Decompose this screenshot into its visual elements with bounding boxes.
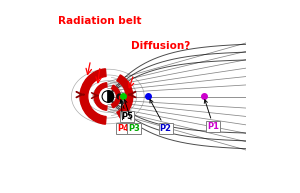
Text: P1: P1: [204, 100, 220, 131]
Wedge shape: [94, 83, 107, 110]
Wedge shape: [80, 69, 106, 124]
Text: P4: P4: [117, 100, 129, 133]
Text: P3: P3: [124, 100, 140, 133]
Wedge shape: [117, 75, 133, 118]
Wedge shape: [108, 91, 114, 102]
Wedge shape: [102, 91, 108, 102]
Wedge shape: [112, 85, 120, 108]
Text: P5: P5: [120, 100, 133, 121]
Text: Diffusion?: Diffusion?: [131, 41, 190, 51]
Text: P2: P2: [150, 99, 172, 133]
Text: Radiation belt: Radiation belt: [58, 16, 142, 26]
